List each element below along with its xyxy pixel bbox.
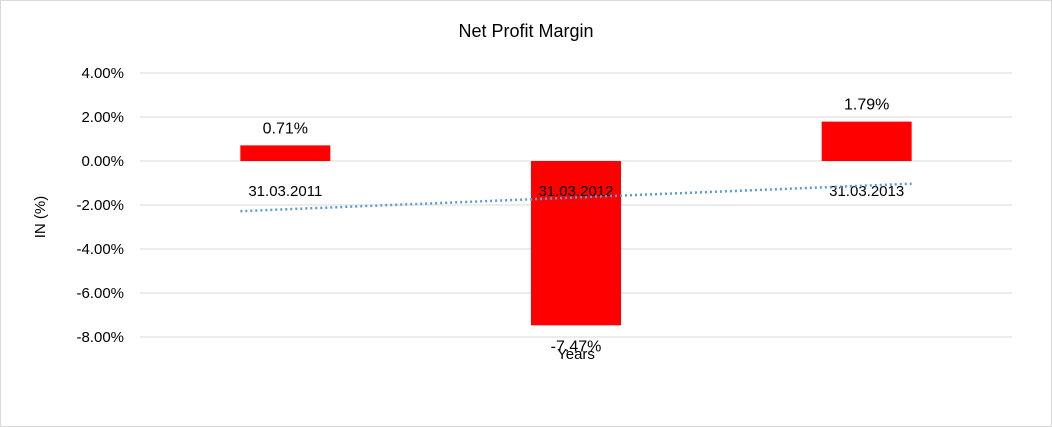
chart-title: Net Profit Margin [458, 21, 593, 41]
x-category-label: 31.03.2011 [248, 183, 322, 200]
x-axis-title: Years [557, 346, 595, 363]
trendline-line [240, 182, 912, 213]
data-label: 0.71% [263, 120, 308, 137]
bar [531, 161, 621, 326]
y-tick-label: -8.00% [76, 329, 124, 346]
bar [821, 121, 912, 161]
data-label: 1.79% [844, 97, 889, 114]
y-tick-label: -2.00% [76, 197, 124, 214]
bars [240, 121, 912, 326]
y-tick-label: -6.00% [76, 285, 124, 302]
category-labels: 31.03.2011 31.03.2012 31.03.2013 [248, 183, 904, 200]
y-tick-label: -4.00% [76, 241, 124, 258]
y-axis-title: IN (%) [32, 196, 49, 239]
y-tick-label: 0.00% [81, 153, 124, 170]
y-tick-label: 4.00% [81, 65, 124, 82]
y-tick-label: 2.00% [81, 109, 124, 126]
y-axis-ticks: 4.00% 2.00% 0.00% -2.00% -4.00% -6.00% -8.00% [76, 65, 124, 346]
x-category-label: 31.03.2012 [538, 183, 613, 200]
data-labels: 0.71% -7.47% 1.79% [263, 97, 890, 356]
x-category-label: 31.03.2013 [829, 183, 904, 200]
data-label: -7.47% [551, 338, 602, 355]
bar [240, 145, 331, 161]
trendline [240, 182, 912, 213]
